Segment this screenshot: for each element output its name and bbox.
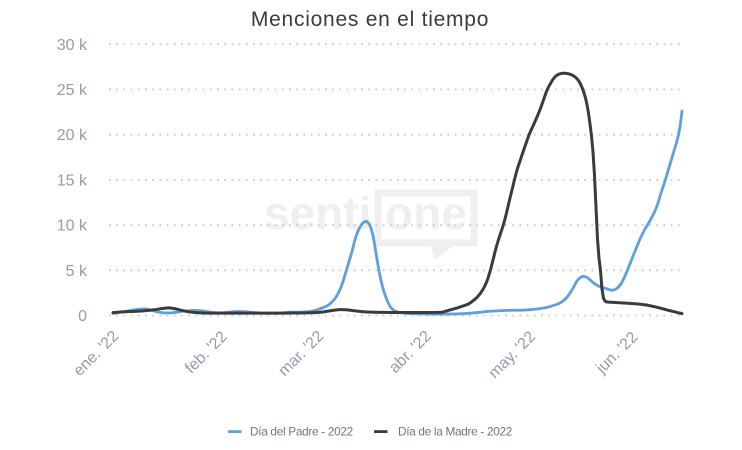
svg-text:one: one [385, 187, 467, 239]
svg-text:Día del Padre - 2022: Día del Padre - 2022 [250, 425, 353, 439]
svg-text:Menciones en el tiempo: Menciones en el tiempo [251, 8, 489, 31]
svg-text:Día de la Madre - 2022: Día de la Madre - 2022 [398, 425, 512, 439]
svg-text:30 k: 30 k [57, 37, 88, 54]
svg-text:20 k: 20 k [57, 127, 88, 144]
svg-text:15 k: 15 k [57, 172, 88, 189]
svg-text:senti: senti [264, 187, 371, 239]
svg-text:0: 0 [78, 308, 87, 325]
svg-text:5 k: 5 k [66, 263, 88, 280]
svg-text:10 k: 10 k [57, 218, 88, 235]
svg-text:25 k: 25 k [57, 82, 88, 99]
